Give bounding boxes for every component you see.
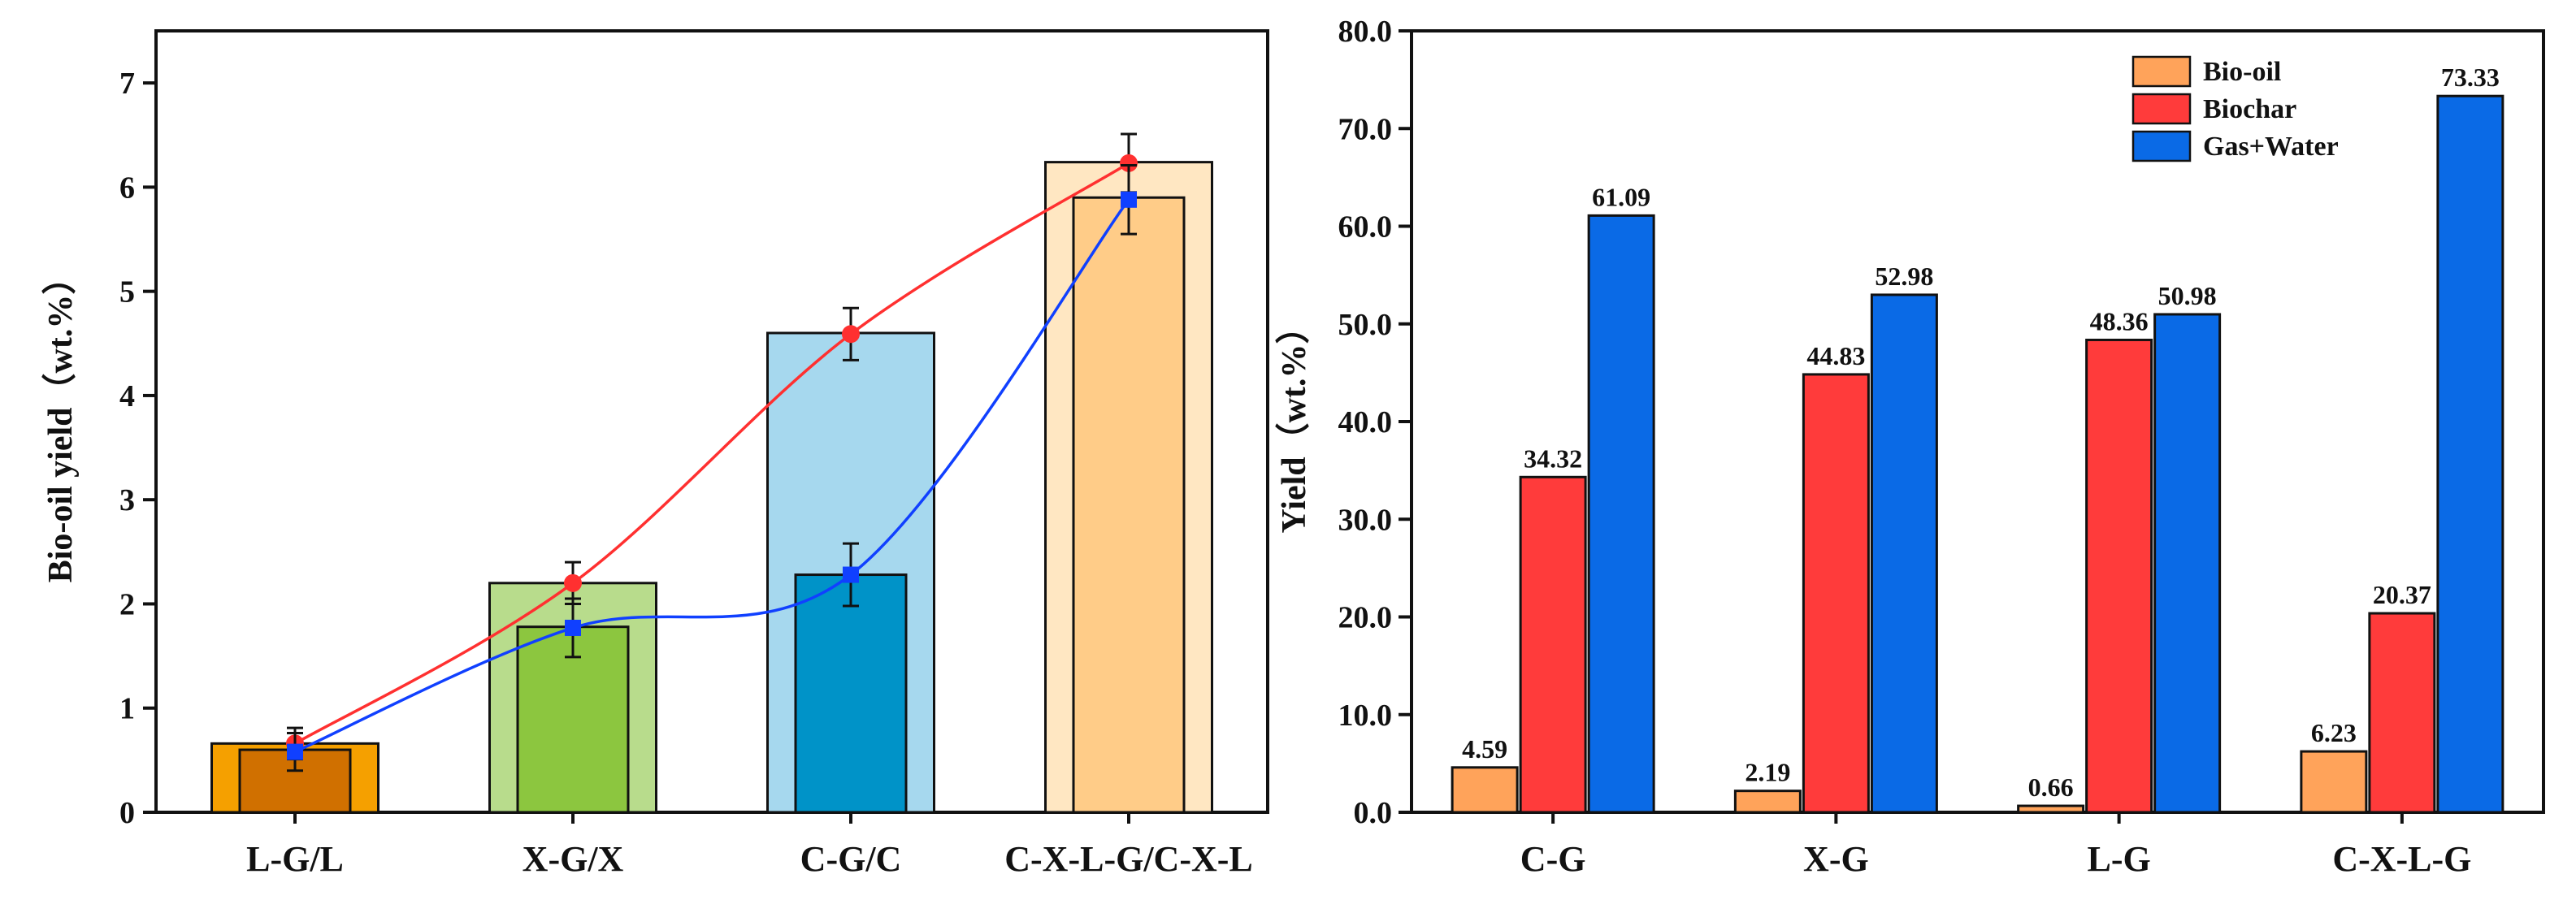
data-label: 34.32 (1524, 444, 1582, 473)
left-chart-panel: 0 1 2 3 4 5 6 7 L-G/L X-G/X C-G/C C-X-L-G/C-X-L Bio-… (41, 29, 1269, 879)
right-category-label: L-G (2088, 839, 2151, 879)
bar-gas-water (1587, 214, 1655, 814)
red-trend-line (294, 162, 1130, 745)
left-plot-frame (154, 29, 1269, 814)
legend-label: Biochar (2203, 94, 2296, 124)
bar-gas-water (2153, 313, 2222, 814)
right-y-axis-title: Yield（wt.%） (1275, 310, 1313, 534)
left-y-tick-label: 3 (119, 483, 135, 517)
red-line-point (842, 325, 860, 344)
left-y-tick-label: 1 (119, 692, 135, 726)
data-label: 0.66 (2028, 772, 2074, 802)
data-label: 48.36 (2090, 306, 2149, 335)
right-y-tick-label: 80.0 (1338, 15, 1393, 49)
blue-trend-line (294, 198, 1130, 754)
right-category-label: X-G (1803, 839, 1869, 879)
left-y-tick-label: 0 (119, 796, 135, 830)
bar-biochar (2368, 612, 2436, 814)
bar-biochar (1519, 475, 1587, 814)
left-y-tick-label: 5 (119, 275, 135, 309)
red-line-point (564, 573, 582, 592)
bar-bio-oil (1733, 790, 1802, 814)
right-y-tick-label: 0.0 (1354, 796, 1393, 830)
data-label: 4.59 (1462, 734, 1507, 764)
bar-gas-water (1870, 293, 1938, 814)
legend-swatch (2131, 55, 2192, 88)
right-category-label: C-G (1520, 839, 1586, 879)
left-category-label: C-X-L-G/C-X-L (1004, 839, 1253, 879)
right-y-tick-label: 70.0 (1338, 112, 1393, 146)
left-narrow-bar (1072, 196, 1186, 814)
left-y-tick-label: 4 (119, 379, 135, 413)
data-label: 50.98 (2158, 281, 2217, 310)
data-label: 61.09 (1592, 182, 1650, 211)
data-label: 6.23 (2311, 718, 2357, 747)
left-category-label: L-G/L (246, 839, 344, 879)
right-category-label: C-X-L-G (2332, 839, 2471, 879)
right-y-tick-label: 40.0 (1338, 405, 1393, 439)
bar-bio-oil (2300, 750, 2368, 814)
data-label: 44.83 (1806, 341, 1865, 370)
left-category-label: C-G/C (800, 839, 902, 879)
blue-line-point (287, 743, 303, 760)
data-label: 52.98 (1875, 262, 1933, 291)
legend-label: Gas+Water (2203, 132, 2339, 162)
data-label: 73.33 (2441, 63, 2500, 92)
bar-bio-oil (1451, 766, 1519, 814)
right-y-tick-label: 10.0 (1338, 699, 1393, 733)
right-y-tick-label: 50.0 (1338, 308, 1393, 342)
bar-bio-oil (2017, 804, 2085, 814)
left-narrow-bar (794, 573, 908, 814)
blue-line-point (843, 566, 859, 583)
legend-label: Bio-oil (2203, 57, 2281, 87)
bar-gas-water (2436, 94, 2504, 814)
right-chart-panel: 0.0 10.0 20.0 30.0 40.0 50.0 60.0 70.0 80.0 4.59 3… (1275, 15, 2545, 879)
right-y-tick-label: 20.0 (1338, 601, 1393, 635)
bar-biochar (2085, 338, 2153, 814)
left-category-label: X-G/X (523, 839, 624, 879)
red-line-point (1120, 154, 1138, 172)
data-label: 2.19 (1745, 758, 1790, 787)
left-y-axis-title: Bio-oil yield（wt.%） (41, 261, 80, 583)
bar-biochar (1802, 373, 1870, 814)
right-y-tick-label: 60.0 (1338, 210, 1393, 244)
legend-swatch (2131, 93, 2192, 125)
right-y-tick-label: 30.0 (1338, 503, 1393, 537)
left-y-tick-label: 2 (119, 587, 135, 621)
left-y-tick-label: 7 (119, 67, 135, 101)
left-y-tick-label: 6 (119, 171, 135, 205)
blue-line-point (1121, 191, 1137, 208)
data-label: 20.37 (2373, 580, 2431, 609)
blue-line-point (565, 619, 581, 636)
legend-swatch (2131, 130, 2192, 162)
